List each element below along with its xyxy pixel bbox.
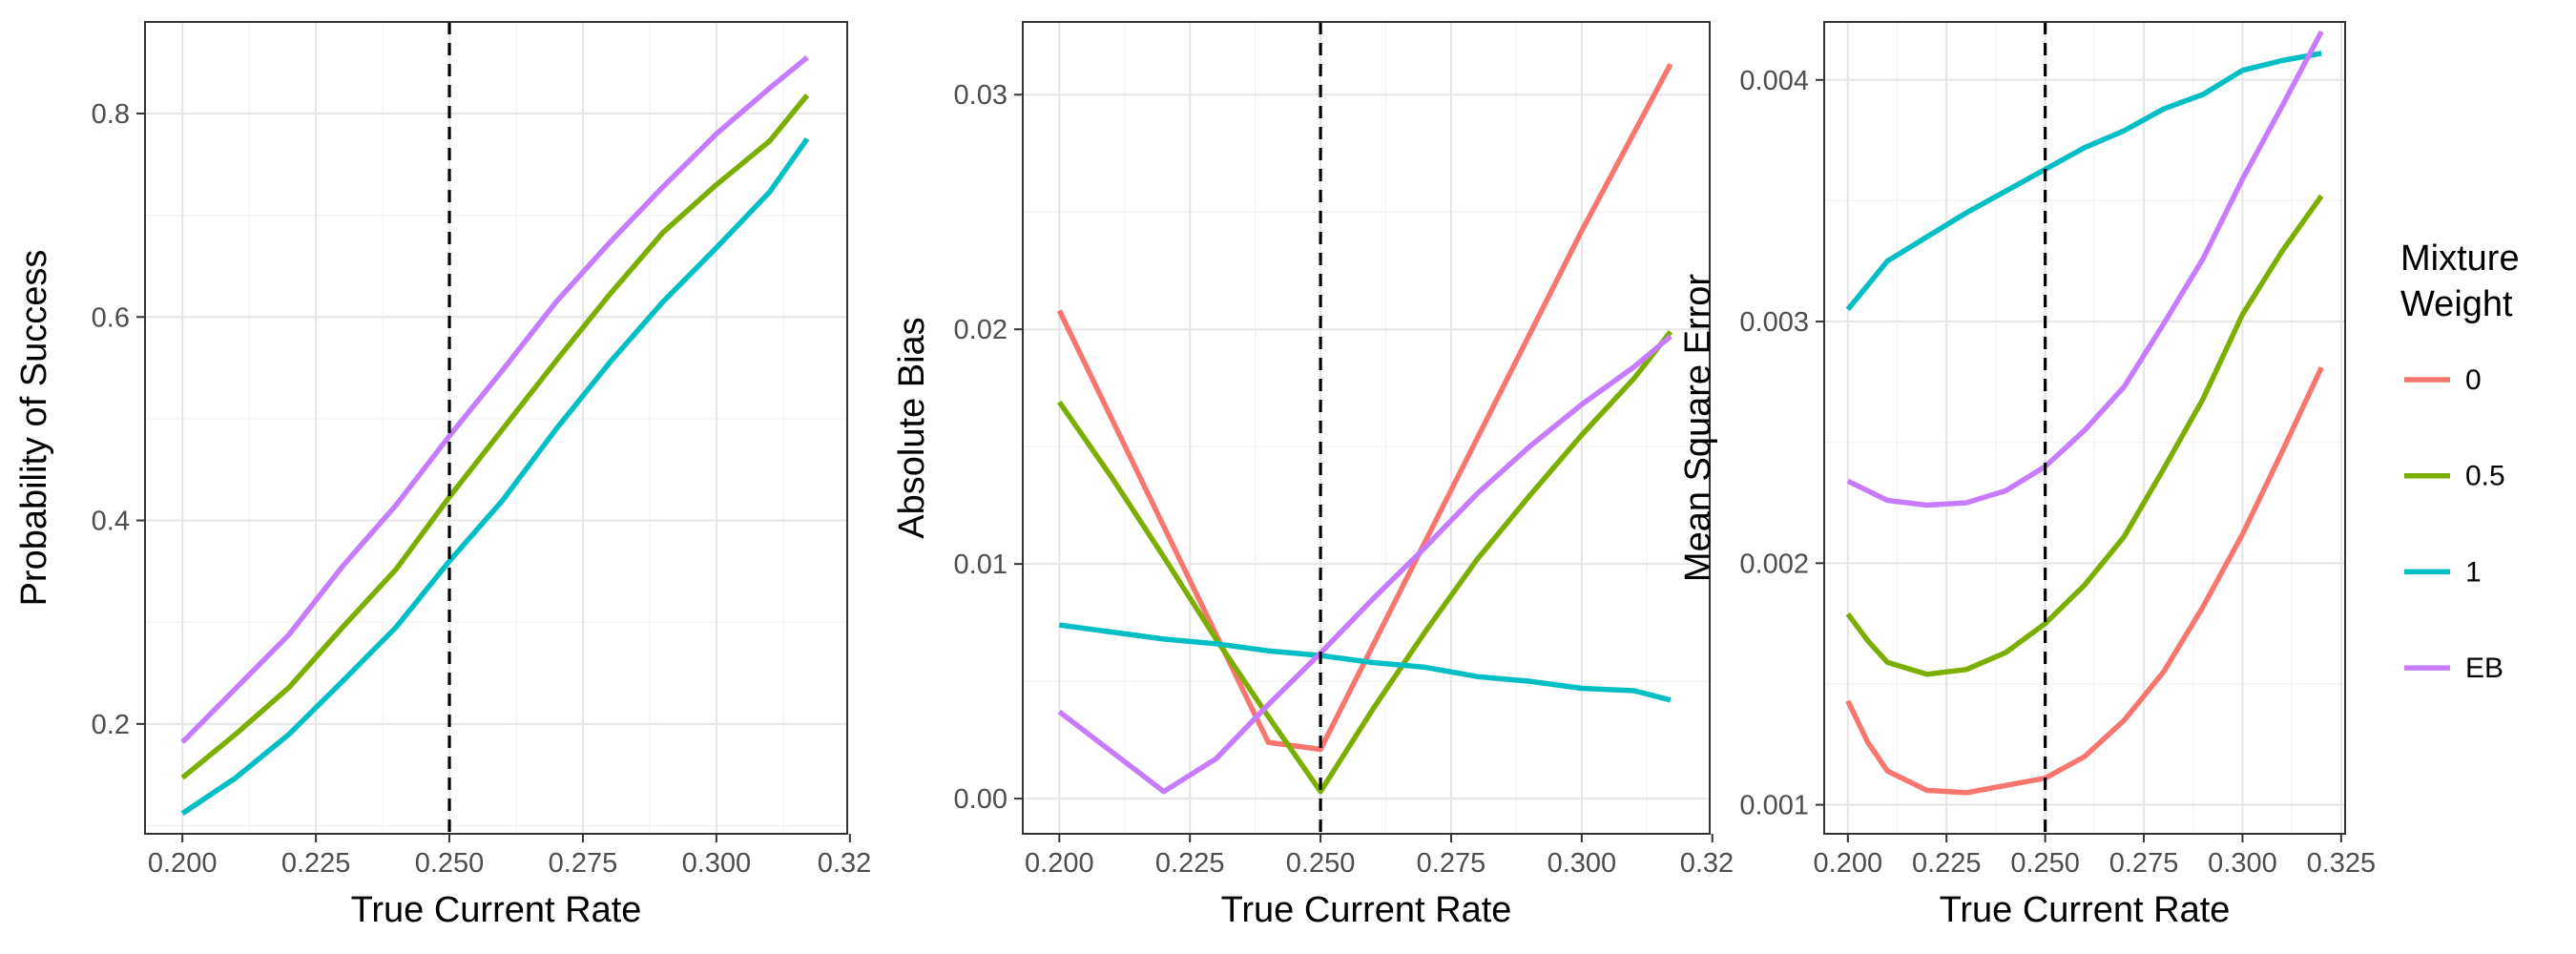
x-tick-label: 0.250	[1286, 848, 1356, 879]
y-tick-label: 0.02	[954, 315, 1008, 345]
y-tick-label: 0.003	[1739, 307, 1809, 338]
series-line-EB	[180, 55, 809, 744]
y-tick-label: 0.00	[954, 784, 1008, 815]
y-tick-label: 0.4	[92, 507, 130, 537]
legend-item: 0	[2404, 364, 2482, 396]
series-line-EB	[1057, 334, 1672, 795]
panel-2: 0.200 0.225 0.250 0.275 0.300 0.32 0.00 0.01 0.0…	[892, 21, 1734, 930]
legend-label: EB	[2465, 653, 2503, 684]
y-tick-label: 0.8	[92, 99, 130, 130]
series-line-0.5	[1845, 194, 2324, 677]
panel-border	[1022, 21, 1711, 835]
x-tick-label: 0.200	[148, 848, 218, 879]
y-axis-title: Probability of Success	[14, 250, 54, 607]
x-tick-label: 0.275	[1417, 848, 1486, 879]
x-tick-label: 0.200	[1025, 848, 1094, 879]
y-axis-title: Mean Square Error	[1678, 274, 1718, 582]
legend: Mixture Weight 0 0.5 1 EB	[2400, 238, 2520, 684]
y-tick-label: 0.6	[92, 302, 130, 333]
x-tick-label: 0.275	[549, 848, 618, 879]
x-tick-label: 0.325	[2307, 848, 2377, 879]
y-tick-label: 0.004	[1739, 66, 1809, 96]
x-tick-label: 0.300	[1548, 848, 1617, 879]
panel-1: 0.200 0.225 0.250 0.275 0.300 0.32 0.2 0.4 0.6 0.…	[14, 21, 871, 930]
x-tick-label: 0.275	[2109, 848, 2179, 879]
legend-label: 0.5	[2465, 461, 2505, 492]
x-tick-label: 0.250	[2010, 848, 2080, 879]
panel-3: 0.200 0.225 0.250 0.275 0.300 0.325 0.001 0.002…	[1678, 21, 2377, 930]
y-tick-label: 0.002	[1739, 549, 1809, 579]
x-tick-label: 0.225	[1912, 848, 1982, 879]
x-tick-label: 0.300	[2208, 848, 2277, 879]
legend-title: Mixture	[2400, 238, 2520, 279]
x-tick-label: 0.225	[1155, 848, 1225, 879]
series-group	[1056, 63, 1673, 795]
x-tick-label: 0.225	[281, 848, 351, 879]
legend-item: 0.5	[2404, 461, 2505, 492]
x-tick-label: 0.32	[1680, 848, 1734, 879]
x-tick-label: 0.250	[415, 848, 485, 879]
x-tick-label: 0.300	[682, 848, 752, 879]
y-tick-label: 0.03	[954, 80, 1008, 111]
x-axis-title: True Current Rate	[1221, 890, 1512, 930]
y-tick-label: 0.2	[92, 710, 130, 740]
y-tick-label: 0.001	[1739, 791, 1809, 821]
series-line-0.5	[180, 93, 810, 780]
panel-border	[1823, 21, 2346, 835]
legend-title: Weight	[2400, 284, 2513, 324]
legend-label: 1	[2465, 556, 2482, 588]
chart-panels: 0.200 0.225 0.250 0.275 0.300 0.32 0.2 0.4 0.6 0.…	[14, 21, 2377, 930]
series-line-0	[1056, 63, 1673, 753]
series-line-1	[1845, 51, 2322, 312]
series-group	[1845, 30, 2324, 796]
x-tick-label: 0.200	[1814, 848, 1883, 879]
series-line-0.5	[1057, 330, 1673, 795]
series-line-0	[1845, 366, 2324, 796]
x-axis-title: True Current Rate	[1940, 890, 2231, 930]
y-axis-title: Absolute Bias	[892, 317, 932, 538]
y-tick-label: 0.01	[954, 550, 1008, 580]
x-tick-label: 0.32	[818, 848, 871, 879]
series-group	[180, 55, 810, 816]
legend-item: EB	[2404, 653, 2503, 684]
series-line-1	[180, 137, 810, 816]
panel-border	[144, 21, 848, 835]
legend-label: 0	[2465, 364, 2482, 396]
series-line-EB	[1846, 30, 2324, 508]
legend-item: 1	[2404, 556, 2482, 588]
x-axis-title: True Current Rate	[351, 890, 642, 930]
series-line-1	[1058, 622, 1672, 703]
